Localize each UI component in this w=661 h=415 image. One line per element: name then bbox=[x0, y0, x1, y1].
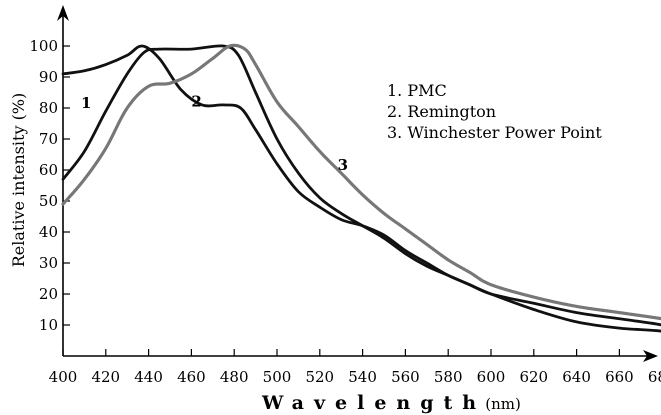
y-tick-label: 70 bbox=[39, 130, 58, 148]
curve-label-3: 3 bbox=[338, 156, 348, 174]
legend: 1. PMC 2. Remington 3. Winchester Power … bbox=[387, 81, 602, 142]
x-tick-label: 480 bbox=[220, 368, 249, 386]
x-tick-label: 460 bbox=[177, 368, 206, 386]
series-line-3 bbox=[61, 43, 661, 321]
y-tick-label: 50 bbox=[39, 192, 58, 210]
x-tick-label: 560 bbox=[391, 368, 420, 386]
curve-label-1: 1 bbox=[81, 94, 91, 112]
x-tick-label: 680 bbox=[648, 368, 661, 386]
x-tick-label: 620 bbox=[519, 368, 548, 386]
legend-entry-1: 1. PMC bbox=[387, 81, 447, 100]
x-tick-label: 640 bbox=[562, 368, 591, 386]
y-tick-label: 10 bbox=[39, 316, 58, 334]
series-lines bbox=[61, 43, 661, 333]
series-line-2 bbox=[61, 44, 661, 333]
x-tick-label: 660 bbox=[605, 368, 634, 386]
x-tick-label: 580 bbox=[434, 368, 463, 386]
legend-entry-2: 2. Remington bbox=[387, 102, 496, 121]
curve-labels: 1 2 3 bbox=[81, 93, 348, 175]
curve-label-2: 2 bbox=[191, 93, 201, 111]
x-tick-label: 500 bbox=[263, 368, 292, 386]
y-tick-label: 80 bbox=[39, 99, 58, 117]
x-tick-label: 400 bbox=[49, 368, 78, 386]
series-line-1 bbox=[61, 44, 661, 327]
y-tick-label: 90 bbox=[39, 68, 58, 86]
y-tick-label: 100 bbox=[29, 37, 58, 55]
axes bbox=[57, 5, 658, 362]
y-tick-label: 60 bbox=[39, 161, 58, 179]
legend-entry-3: 3. Winchester Power Point bbox=[387, 123, 602, 142]
x-axis-unit: (nm) bbox=[485, 395, 521, 413]
x-axis-arrow bbox=[643, 350, 658, 362]
y-ticks: 10 20 30 40 50 60 70 80 90 100 bbox=[29, 37, 70, 334]
x-tick-label: 420 bbox=[91, 368, 120, 386]
y-axis-arrow bbox=[57, 5, 69, 21]
x-tick-label: 440 bbox=[134, 368, 163, 386]
y-axis-label: Relative intensity (%) bbox=[9, 93, 28, 268]
y-tick-label: 20 bbox=[39, 285, 58, 303]
x-tick-label: 540 bbox=[348, 368, 377, 386]
x-tick-label: 520 bbox=[305, 368, 334, 386]
x-axis-label: Wavelength bbox=[261, 392, 486, 414]
y-tick-label: 30 bbox=[39, 254, 58, 272]
x-tick-label: 600 bbox=[477, 368, 506, 386]
y-tick-label: 40 bbox=[39, 223, 58, 241]
x-axis-title: Wavelength (nm) bbox=[261, 392, 521, 414]
x-ticks: 400 420 440 460 480 500 520 540 560 580 600 620 640 6… bbox=[49, 349, 661, 386]
